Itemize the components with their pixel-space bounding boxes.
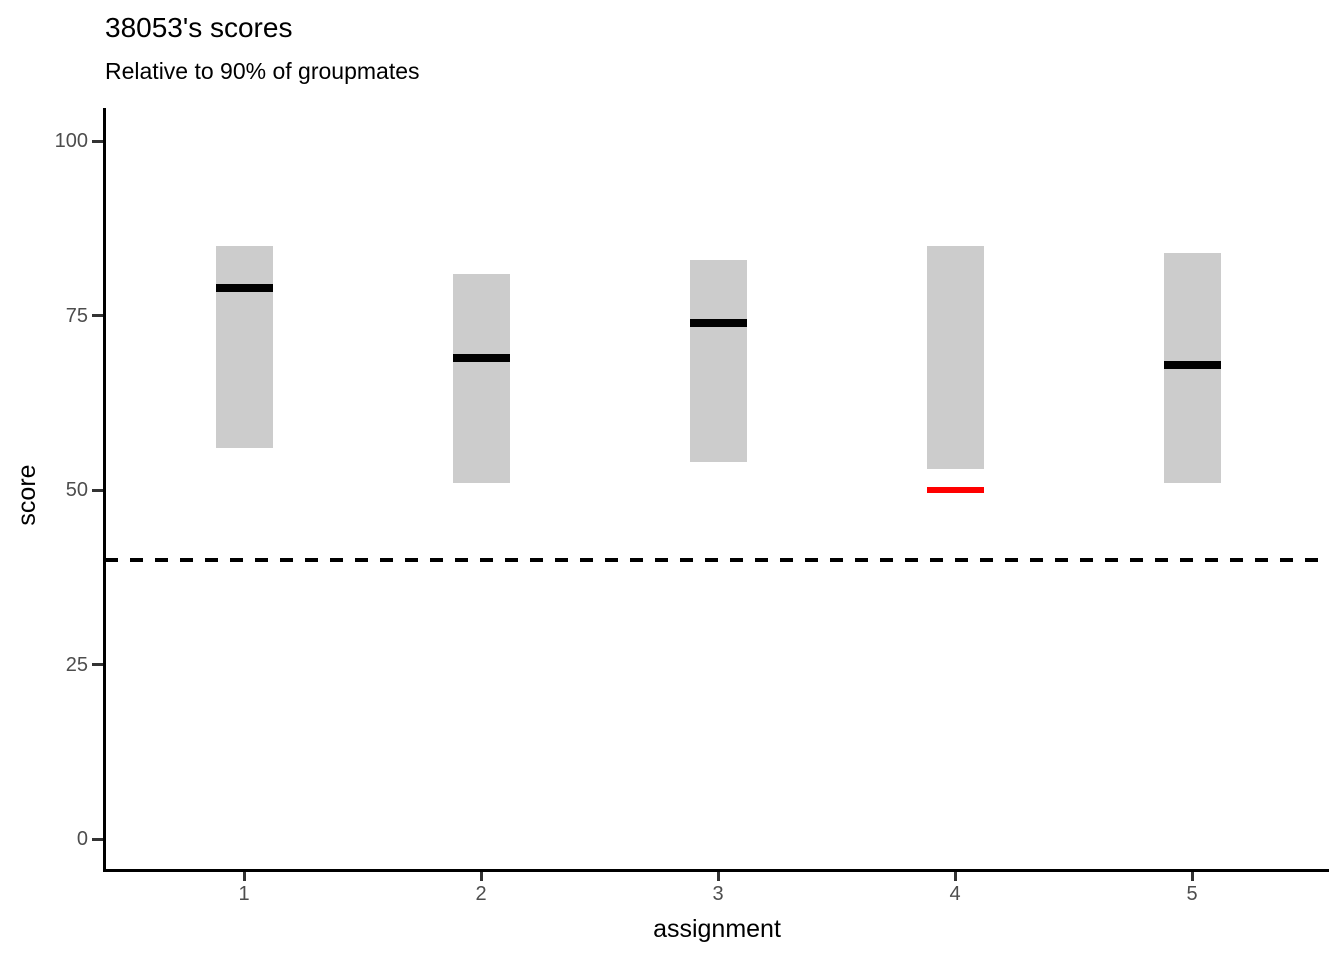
y-tick-label: 50 [65,479,88,502]
x-tick-label: 5 [1186,883,1198,905]
x-tick [716,872,720,881]
range-bar [452,273,510,484]
range-bar [689,259,747,463]
y-tick-label: 0 [76,828,88,851]
x-tick [242,872,246,881]
x-axis-line [103,869,1329,872]
score-line [926,487,984,494]
chart-subtitle: Relative to 90% of groupmates [105,58,420,84]
x-axis-title: assignment [653,915,781,943]
score-line [1163,360,1221,369]
y-tick [92,837,103,841]
x-tick-label: 2 [475,883,487,905]
range-bar [215,246,273,449]
y-axis-line [103,108,106,872]
chart-title: 38053's scores [105,12,293,43]
y-tick [92,139,103,143]
y-tick-label: 25 [65,653,88,676]
y-tick [92,488,103,492]
score-line [689,318,747,327]
score-line [215,283,273,292]
y-tick-label: 100 [54,130,88,153]
range-bar [926,246,984,470]
y-tick-label: 75 [65,304,88,327]
x-tick [479,872,483,881]
y-tick [92,663,103,667]
x-tick [953,872,957,881]
x-tick-label: 1 [238,883,250,905]
score-line [452,353,510,362]
x-tick-label: 4 [949,883,961,905]
x-tick [1190,872,1194,881]
y-tick [92,314,103,318]
x-tick-label: 3 [712,883,724,905]
reference-line [105,558,1321,563]
